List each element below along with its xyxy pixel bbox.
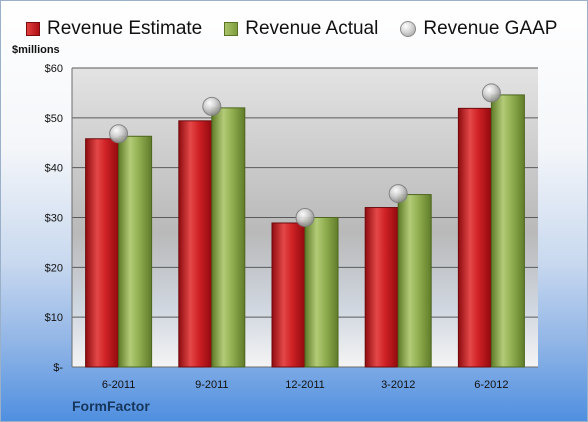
bar-revenue-actual [118,135,153,368]
legend-swatch-gaap [400,21,417,37]
marker-revenue-gaap [202,96,222,116]
legend-label-estimate: Revenue Estimate [47,18,203,39]
legend-item-actual: Revenue Actual [224,18,378,40]
marker-revenue-gaap [295,208,315,227]
bar-revenue-estimate [364,207,399,368]
y-tick-label: $20 [45,262,63,274]
legend-label-gaap: Revenue GAAP [423,18,558,39]
y-tick-label: $30 [45,213,63,225]
bar-revenue-estimate [271,222,306,368]
x-tick-label: 12-2011 [285,379,325,391]
y-tick-label: $40 [45,163,63,175]
y-tick-label: $- [53,362,63,374]
y-tick-label: $50 [45,113,63,125]
chart-legend: Revenue Estimate Revenue Actual Revenue … [26,17,579,41]
legend-label-actual: Revenue Actual [245,18,379,39]
y-axis-unit-label: $millions [12,44,60,56]
x-tick-label: 6-2011 [102,379,135,391]
bar-revenue-actual [211,107,246,368]
marker-revenue-gaap [481,83,501,103]
bar-revenue-estimate [85,138,120,368]
legend-item-estimate: Revenue Estimate [26,18,202,40]
bar-revenue-actual [490,94,525,368]
marker-revenue-gaap [109,124,129,144]
bar-revenue-actual [397,194,432,368]
y-tick-label: $10 [45,312,63,324]
bar-revenue-estimate [457,107,492,368]
y-tick-label: $60 [45,63,63,75]
bar-revenue-estimate [178,120,213,368]
bar-revenue-actual [304,217,339,368]
x-tick-label: 3-2012 [381,379,415,391]
marker-revenue-gaap [388,184,408,204]
legend-swatch-actual [224,22,239,36]
x-tick-label: 6-2012 [474,379,508,391]
x-tick-label: 9-2011 [195,379,228,391]
legend-item-gaap: Revenue GAAP [400,18,557,40]
company-name: FormFactor [72,398,150,414]
legend-swatch-estimate [26,22,40,36]
